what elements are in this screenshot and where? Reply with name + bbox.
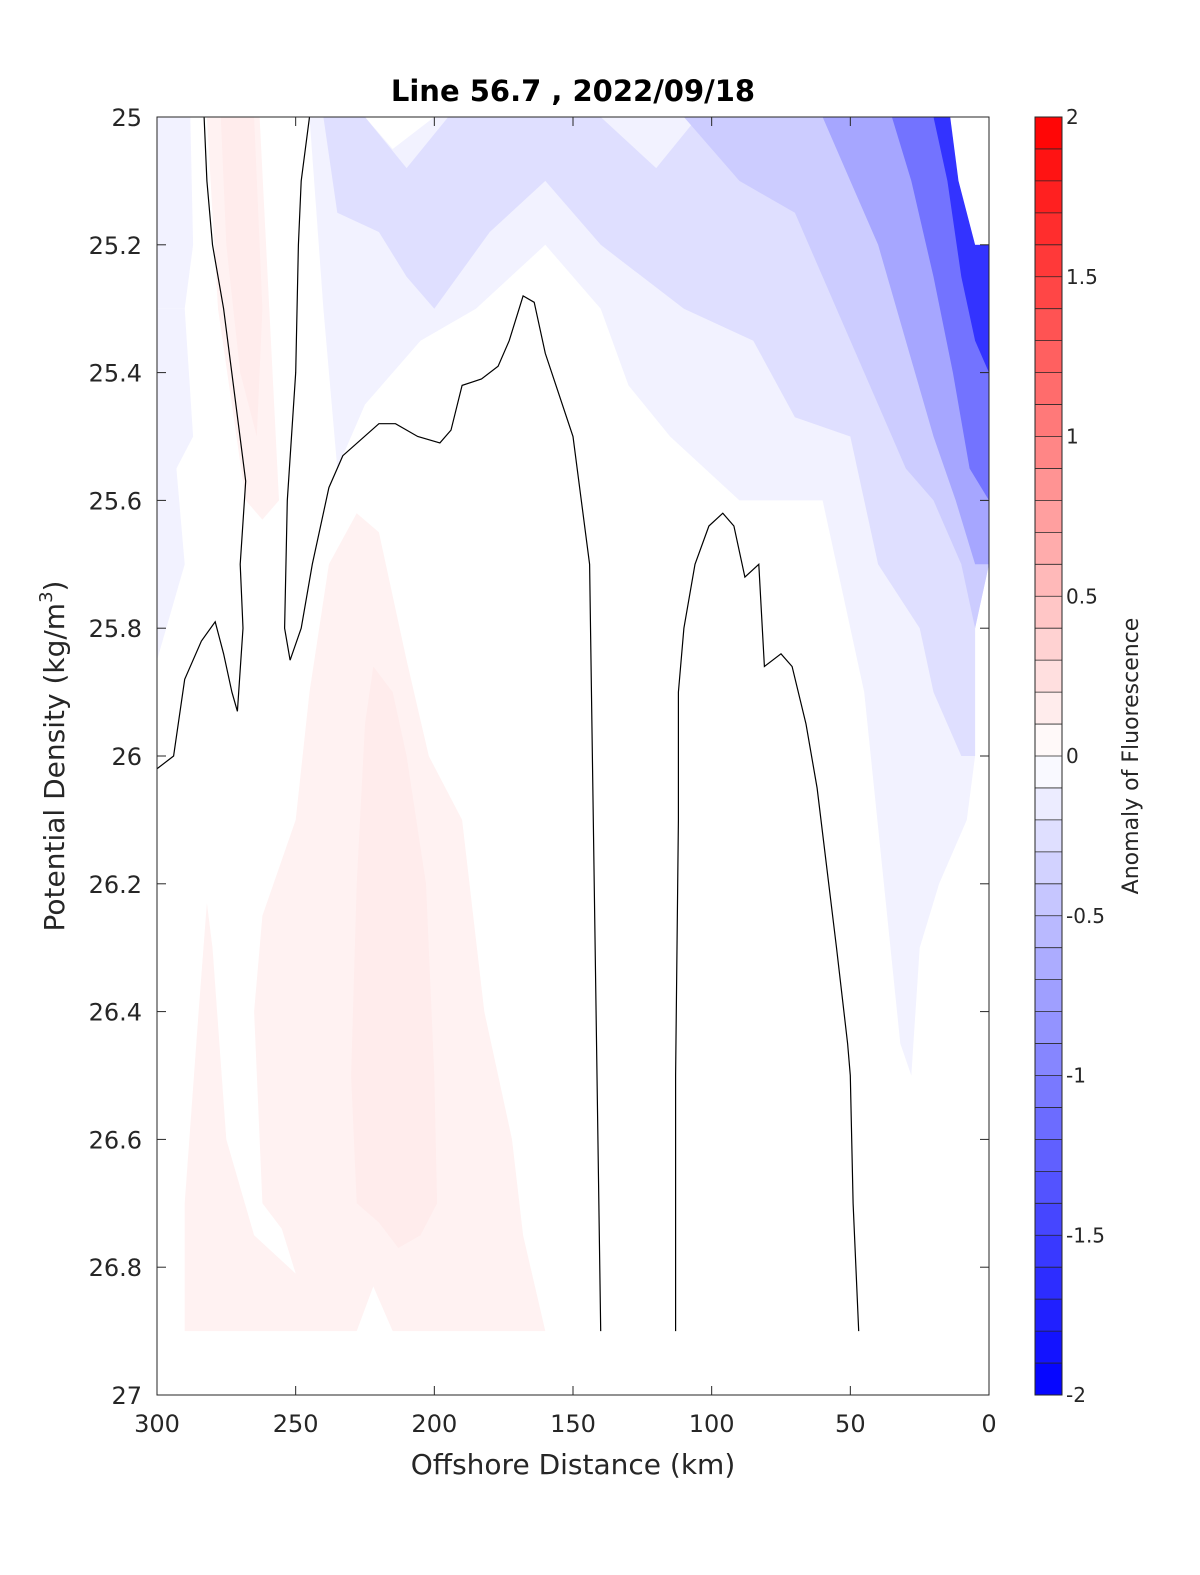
colorbar-segment <box>1035 1235 1062 1268</box>
negative-anomaly-core-4 <box>933 117 989 373</box>
colorbar-segment <box>1035 180 1062 214</box>
plot-frame <box>156 116 990 1396</box>
colorbar-segment <box>1035 1139 1062 1172</box>
colorbar-tick-label: -0.5 <box>1066 904 1105 928</box>
colorbar-segment <box>1035 1363 1062 1396</box>
colorbar-tick-labels: -2 -1.5 -1 -0.5 0 0.5 1 1.5 2 <box>1066 105 1105 1407</box>
colorbar-tick-label: 1.5 <box>1066 265 1098 289</box>
y-axis-label-main: Potential Density (kg/m <box>38 603 71 932</box>
colorbar-tick-label: 0.5 <box>1066 584 1098 608</box>
x-tick-label: 200 <box>411 1410 457 1438</box>
positive-anomaly-upper-core <box>220 117 263 437</box>
colorbar-segment <box>1035 500 1062 533</box>
x-tick-label: 50 <box>835 1410 866 1438</box>
x-tick-label: 250 <box>273 1410 319 1438</box>
zero-contour-3 <box>674 512 860 1332</box>
colorbar-segment <box>1035 1331 1062 1364</box>
y-tick-label: 26.8 <box>89 1254 142 1282</box>
y-tick-label: 26.6 <box>89 1126 142 1154</box>
y-tick-label: 25.2 <box>89 232 142 260</box>
colorbar-segment <box>1035 628 1062 661</box>
colorbar-tick-label: 2 <box>1066 105 1079 129</box>
colorbar-segment <box>1035 883 1062 917</box>
colorbar-segment <box>1035 148 1062 182</box>
colorbar-segment <box>1035 1267 1062 1300</box>
zero-contour-2 <box>283 117 602 1332</box>
no-data-bottom <box>157 1331 989 1395</box>
x-tick-label: 100 <box>689 1410 735 1438</box>
colorbar-segment <box>1035 340 1062 373</box>
colorbar-label: Anomaly of Fluorescence <box>1119 618 1144 895</box>
y-axis-label: Potential Density (kg/m3) <box>36 581 71 932</box>
x-axis-label: Offshore Distance (km) <box>411 1448 736 1481</box>
colorbar-segment <box>1035 276 1062 310</box>
y-axis-label-suffix: ) <box>38 581 71 592</box>
x-tick-label: 0 <box>981 1410 996 1438</box>
colorbar-segment <box>1035 947 1062 981</box>
colorbar-segment <box>1035 436 1062 469</box>
colorbar-segment <box>1035 1011 1062 1044</box>
axis-ticks <box>156 116 990 1396</box>
colorbar-tick-label: -1 <box>1066 1064 1086 1088</box>
y-tick-label: 25.8 <box>89 615 142 643</box>
y-tick-label: 25.6 <box>89 487 142 515</box>
colorbar-segment <box>1035 787 1062 821</box>
colorbar-segment <box>1035 212 1062 246</box>
x-tick-label: 150 <box>550 1410 596 1438</box>
colorbar-segment <box>1035 1075 1062 1108</box>
colorbar-segment <box>1035 1043 1062 1076</box>
colorbar <box>1034 116 1063 1396</box>
anomaly-fills <box>157 117 989 1395</box>
colorbar-segment <box>1035 404 1062 437</box>
colorbar-segment <box>1035 468 1062 501</box>
zero-contour-1 <box>157 117 247 770</box>
y-tick-label: 25 <box>111 104 142 132</box>
colorbar-segment <box>1035 660 1062 693</box>
colorbar-segment <box>1035 244 1062 278</box>
colorbar-segment <box>1035 308 1062 342</box>
x-tick-labels: 300 250 200 150 100 50 0 <box>134 1410 997 1438</box>
colorbar-frame <box>1034 116 1063 1396</box>
colorbar-segment <box>1035 915 1062 949</box>
y-tick-label: 26.4 <box>89 999 142 1027</box>
colorbar-segment <box>1035 532 1062 565</box>
colorbar-segment <box>1035 979 1062 1012</box>
x-tick-label: 300 <box>134 1410 180 1438</box>
colorbar-tick-label: 0 <box>1066 744 1079 768</box>
colorbar-segment <box>1035 756 1062 789</box>
colorbar-segment <box>1035 117 1062 150</box>
zero-contours <box>157 117 860 1332</box>
colorbar-segment <box>1035 724 1062 757</box>
colorbar-segment <box>1035 1107 1062 1140</box>
colorbar-segment <box>1035 372 1062 405</box>
y-tick-label: 26.2 <box>89 871 142 899</box>
negative-anomaly-offshore-top <box>157 117 194 309</box>
colorbar-segment <box>1035 564 1062 597</box>
colorbar-segment <box>1035 596 1062 629</box>
y-axis-label-superscript: 3 <box>36 591 57 602</box>
y-tick-label: 27 <box>111 1382 142 1410</box>
colorbar-tick-label: -2 <box>1066 1383 1086 1407</box>
colorbar-tick-label: 1 <box>1066 425 1079 449</box>
colorbar-segment <box>1035 692 1062 725</box>
chart-title: Line 56.7 , 2022/09/18 <box>391 74 755 108</box>
y-tick-labels: 25 25.2 25.4 25.6 25.8 26 26.2 26.4 26.6 26.8 27 <box>89 104 142 1410</box>
colorbar-tick-label: -1.5 <box>1066 1223 1105 1247</box>
y-tick-label: 25.4 <box>89 360 142 388</box>
colorbar-segment <box>1035 851 1062 885</box>
negative-anomaly-inner <box>323 117 989 756</box>
no-data-top-right <box>950 117 989 245</box>
colorbar-segment <box>1035 819 1062 853</box>
colorbar-segment <box>1035 1203 1062 1236</box>
colorbar-segment <box>1035 1299 1062 1332</box>
colorbar-segment <box>1035 1171 1062 1204</box>
negative-anomaly-offshore <box>157 308 194 661</box>
y-tick-label: 26 <box>111 743 142 771</box>
positive-anomaly-core <box>351 666 438 1248</box>
